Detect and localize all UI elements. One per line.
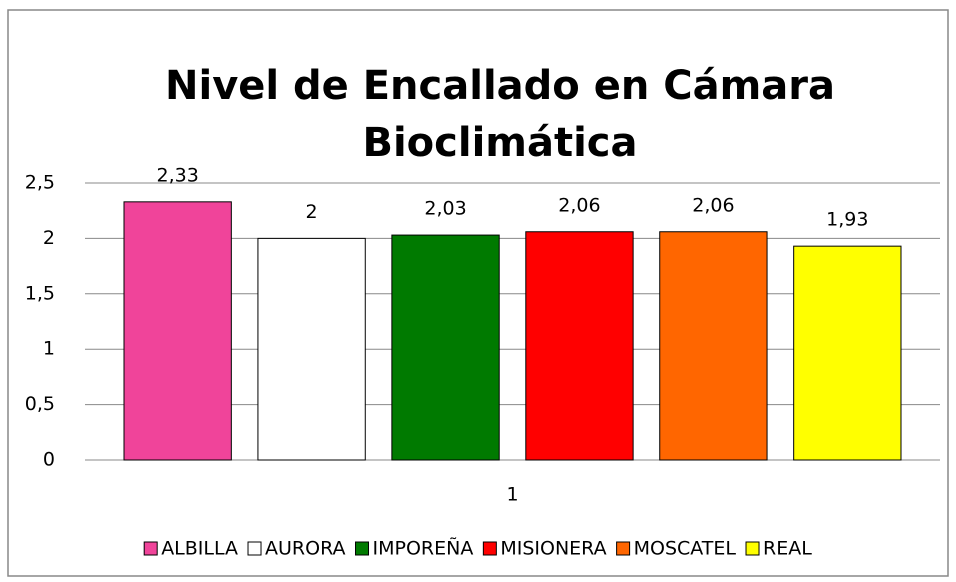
bar — [123, 201, 232, 461]
y-tick-label: 0,5 — [25, 393, 55, 415]
chart-title: Bioclimática — [362, 120, 637, 166]
data-label: 1,93 — [826, 209, 868, 231]
y-tick-label: 1,5 — [25, 282, 55, 304]
chart-title: Nivel de Encallado en Cámara — [165, 63, 835, 109]
y-tick-label: 0 — [43, 449, 55, 471]
bar — [525, 231, 634, 461]
data-label: 2,03 — [424, 198, 466, 220]
x-tick-label: 1 — [506, 484, 518, 506]
bar — [391, 234, 500, 461]
legend-label: MISIONERA — [500, 538, 606, 560]
data-label: 2,33 — [157, 164, 199, 186]
legend-swatch — [143, 541, 158, 556]
bar — [793, 245, 902, 461]
legend-label: ALBILLA — [161, 538, 238, 560]
data-label: 2,06 — [558, 194, 600, 216]
legend-swatch — [247, 541, 262, 556]
y-tick-label: 2,5 — [25, 172, 55, 194]
legend-label: AURORA — [265, 538, 346, 560]
legend-swatch — [355, 541, 370, 556]
y-tick-label: 2 — [43, 227, 55, 249]
legend-swatch — [482, 541, 497, 556]
legend-label: REAL — [763, 538, 812, 560]
bar — [659, 231, 768, 461]
legend-label: IMPOREÑA — [373, 537, 474, 560]
legend-swatch — [616, 541, 631, 556]
bar — [257, 237, 366, 461]
data-label: 2,06 — [692, 194, 734, 216]
legend-swatch — [745, 541, 760, 556]
legend-label: MOSCATEL — [634, 538, 737, 560]
data-label: 2 — [306, 201, 318, 223]
y-tick-label: 1 — [43, 338, 55, 360]
